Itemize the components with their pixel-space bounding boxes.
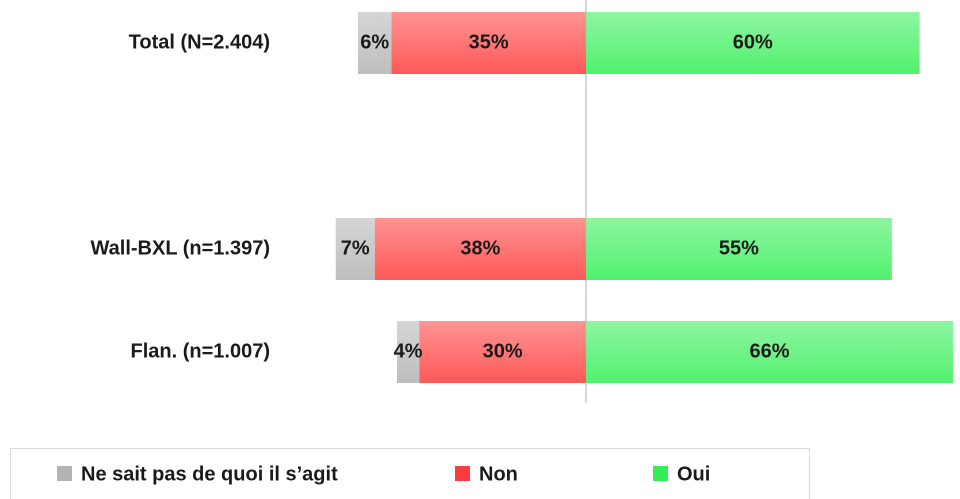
value-label: 4% — [394, 340, 423, 362]
legend-label: Ne sait pas de quoi il s’agit — [81, 463, 338, 485]
value-label: 7% — [341, 237, 370, 259]
value-label: 60% — [733, 31, 773, 53]
bar-shine — [586, 12, 920, 74]
bar-shine — [335, 218, 375, 280]
value-label: 6% — [360, 31, 389, 53]
category-label: Wall-BXL (n=1.397) — [91, 237, 271, 259]
bar-shine — [586, 218, 892, 280]
legend-label: Oui — [677, 463, 710, 485]
value-label: 35% — [469, 31, 509, 53]
bar-shine — [391, 12, 586, 74]
value-label: 38% — [460, 237, 500, 259]
value-label: 30% — [483, 340, 523, 362]
bar-shine — [396, 321, 420, 383]
bar-shine — [374, 218, 586, 280]
bar-shine — [586, 321, 953, 383]
bar-shine — [358, 12, 392, 74]
legend-swatch — [455, 466, 470, 481]
value-label: 55% — [719, 237, 759, 259]
legend-swatch — [653, 466, 668, 481]
legend-label: Non — [479, 463, 518, 485]
category-label: Total (N=2.404) — [129, 31, 270, 53]
value-label: 66% — [749, 340, 789, 362]
legend-swatch — [57, 466, 72, 481]
category-label: Flan. (n=1.007) — [131, 340, 271, 362]
bar-shine — [419, 321, 586, 383]
legend-box — [10, 448, 810, 499]
